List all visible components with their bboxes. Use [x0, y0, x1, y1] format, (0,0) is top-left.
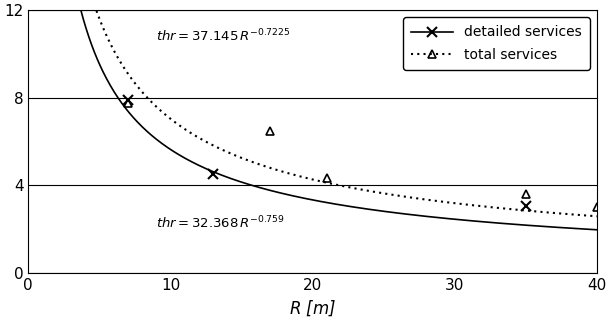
- detailed services: [286, 193, 293, 197]
- detailed services: [131, 117, 139, 121]
- X-axis label: $R$ [m]: $R$ [m]: [289, 298, 336, 318]
- Text: $thr= 32.368\,R^{-0.759}$: $thr= 32.368\,R^{-0.759}$: [156, 214, 285, 231]
- detailed services: [176, 153, 183, 157]
- Text: $thr= 37.145\,R^{-0.7225}$: $thr= 37.145\,R^{-0.7225}$: [156, 28, 291, 45]
- detailed services: [407, 213, 414, 216]
- detailed services: [593, 228, 601, 232]
- detailed services: [455, 218, 462, 222]
- detailed services: [363, 207, 370, 211]
- Line: detailed services: detailed services: [35, 0, 597, 230]
- Legend: detailed services, total services: detailed services, total services: [403, 17, 590, 70]
